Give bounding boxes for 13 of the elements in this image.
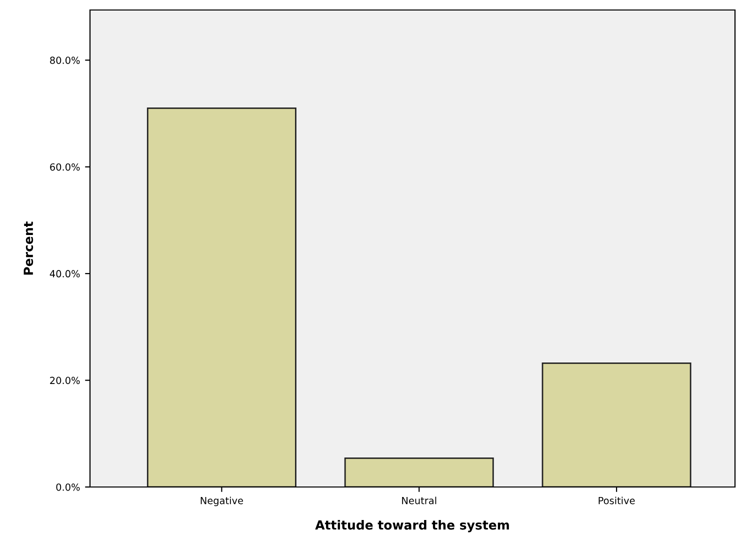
- bar: [344, 457, 494, 487]
- y-tick-label: 40.0%: [50, 270, 80, 278]
- y-tick-label: 60.0%: [50, 163, 80, 171]
- y-axis-title: Percent: [24, 222, 34, 275]
- bar: [542, 362, 692, 487]
- y-tick-label: 0.0%: [56, 483, 80, 491]
- y-tick-label: 20.0%: [50, 376, 80, 384]
- x-tick-label: Positive: [598, 496, 635, 504]
- x-tick-label: Negative: [200, 496, 243, 506]
- y-tick-label: 80.0%: [50, 56, 80, 64]
- bar: [146, 107, 296, 487]
- x-axis-title: Attitude toward the system: [315, 520, 509, 532]
- x-tick-label: Neutral: [402, 496, 436, 504]
